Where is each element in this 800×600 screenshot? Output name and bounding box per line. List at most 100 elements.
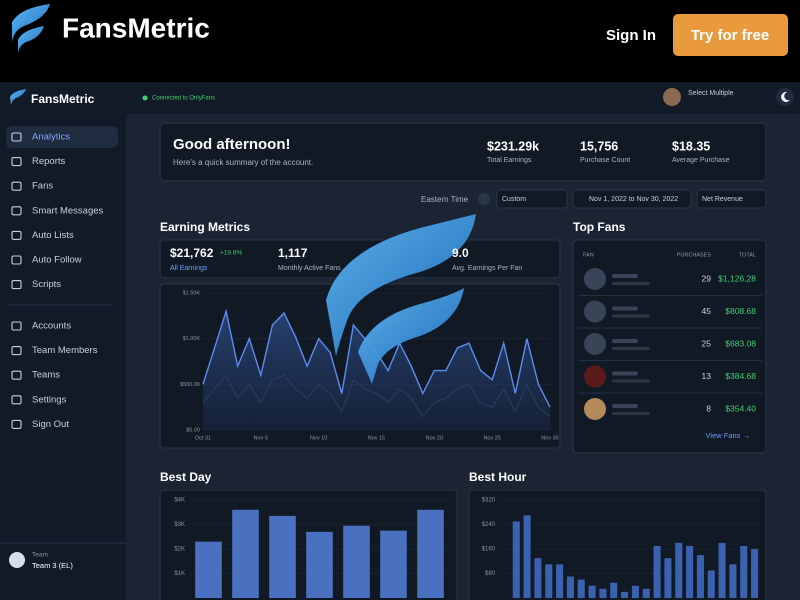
table-header: TOTAL — [739, 252, 756, 258]
kpi-value: $21,762 — [170, 246, 214, 260]
section-title: Best Day — [160, 470, 212, 484]
fan-handle-blur — [612, 347, 650, 350]
date-range-picker[interactable] — [572, 189, 692, 209]
bar — [566, 576, 574, 598]
kpi-change: +19.8% — [220, 250, 242, 257]
nav-item[interactable]: Accounts — [32, 321, 71, 332]
bar — [686, 545, 694, 598]
team-avatar — [9, 552, 25, 568]
fan-name-blur — [612, 371, 638, 376]
brand-name: FansMetric — [62, 12, 210, 43]
nav-item[interactable]: Auto Lists — [32, 230, 74, 241]
y-tick-label: $4K — [174, 498, 185, 504]
bar — [729, 564, 737, 598]
bar — [588, 585, 596, 598]
fan-avatar — [584, 365, 606, 388]
bar — [653, 545, 661, 598]
view-fans-link[interactable]: View Fans → — [706, 431, 750, 440]
nav-item[interactable]: Smart Messages — [32, 205, 104, 216]
y-tick-label: $320 — [482, 498, 496, 504]
bar — [696, 555, 704, 598]
connection-status: Connected to OnlyFans — [152, 96, 215, 102]
nav-icon — [11, 419, 22, 429]
bar — [545, 564, 553, 598]
stat-label: Total Earnings — [487, 157, 532, 164]
fan-handle-blur — [612, 412, 650, 415]
section-title: Earning Metrics — [160, 220, 250, 234]
sidebar — [0, 114, 126, 600]
nav-item[interactable]: Sign Out — [32, 419, 69, 430]
fan-name-blur — [612, 274, 638, 278]
y-tick-label: $0.00 — [186, 427, 200, 433]
stat-value: $231.29k — [487, 139, 539, 153]
nav-item[interactable]: Team Members — [32, 345, 98, 356]
bar — [664, 558, 672, 598]
nav-item[interactable]: Analytics — [32, 132, 70, 143]
nav-item[interactable]: Auto Follow — [32, 255, 82, 266]
account-avatar[interactable] — [663, 88, 681, 106]
nav-icon — [11, 230, 22, 240]
bar — [343, 525, 370, 598]
fan-avatar — [584, 398, 606, 420]
bar — [642, 588, 650, 598]
timezone-icon[interactable] — [478, 193, 490, 205]
range-type-select[interactable] — [496, 189, 568, 209]
kpi-value: 1,117 — [278, 246, 308, 260]
summary-card — [159, 122, 767, 182]
stat-value: 15,756 — [580, 139, 618, 153]
account-selector[interactable]: Select Multiple — [688, 90, 734, 97]
kpi-value: 9.0 — [452, 246, 469, 260]
fan-handle-blur — [612, 379, 650, 383]
nav-icon — [11, 370, 22, 380]
fan-avatar — [584, 300, 606, 323]
bar — [577, 579, 585, 598]
range-type[interactable]: Custom — [502, 196, 526, 203]
y-tick-label: $240 — [482, 522, 496, 528]
x-tick-label: Nov 30 — [541, 435, 558, 441]
bar — [631, 585, 639, 598]
team-name[interactable]: Team 3 (EL) — [32, 561, 73, 570]
nav-item[interactable]: Fans — [32, 181, 53, 192]
nav-item[interactable]: Reports — [32, 156, 66, 167]
fan-purchases: 29 — [702, 273, 712, 283]
moon-icon — [781, 91, 790, 102]
fan-handle-blur — [612, 282, 650, 285]
x-tick-label: Nov 25 — [483, 435, 500, 441]
nav-icon — [11, 255, 22, 265]
fan-total: $1,126.28 — [718, 273, 756, 283]
fan-purchases: 25 — [702, 338, 712, 348]
bar — [195, 541, 222, 598]
bar — [380, 530, 407, 598]
fan-total: $683.08 — [725, 338, 756, 348]
date-range[interactable]: Nov 1, 2022 to Nov 30, 2022 — [589, 196, 678, 203]
try-free-button[interactable] — [673, 14, 788, 56]
bar — [751, 549, 759, 598]
fan-total: $354.40 — [725, 403, 756, 413]
nav-icon — [11, 132, 22, 142]
metric[interactable]: Net Revenue — [702, 196, 743, 203]
bar — [707, 570, 715, 598]
y-tick-label: $2K — [174, 547, 185, 553]
kpi-label[interactable]: All Earnings — [170, 265, 208, 272]
try-free-label[interactable]: Try for free — [691, 27, 769, 44]
greeting-subtitle: Here's a quick summary of the account. — [173, 158, 313, 167]
nav-item[interactable]: Scripts — [32, 279, 61, 290]
y-tick-label: $500.00 — [180, 382, 200, 388]
fan-avatar — [584, 268, 606, 290]
app-logo — [10, 89, 26, 105]
metric-select[interactable] — [696, 189, 767, 209]
nav-item[interactable]: Settings — [32, 394, 67, 405]
nav-item[interactable]: Teams — [32, 370, 60, 381]
kpi-label: Avg. Earnings Per Fan — [452, 265, 522, 272]
bar — [621, 591, 629, 598]
status-dot — [142, 95, 148, 101]
fan-total: $384.68 — [725, 371, 756, 381]
fan-handle-blur — [612, 314, 650, 318]
sign-in-link[interactable]: Sign In — [606, 27, 656, 44]
line-area — [203, 311, 550, 430]
section-title: Best Hour — [469, 470, 527, 484]
theme-toggle[interactable] — [776, 88, 794, 106]
watermark-logo — [326, 214, 476, 384]
site-header — [0, 0, 800, 82]
